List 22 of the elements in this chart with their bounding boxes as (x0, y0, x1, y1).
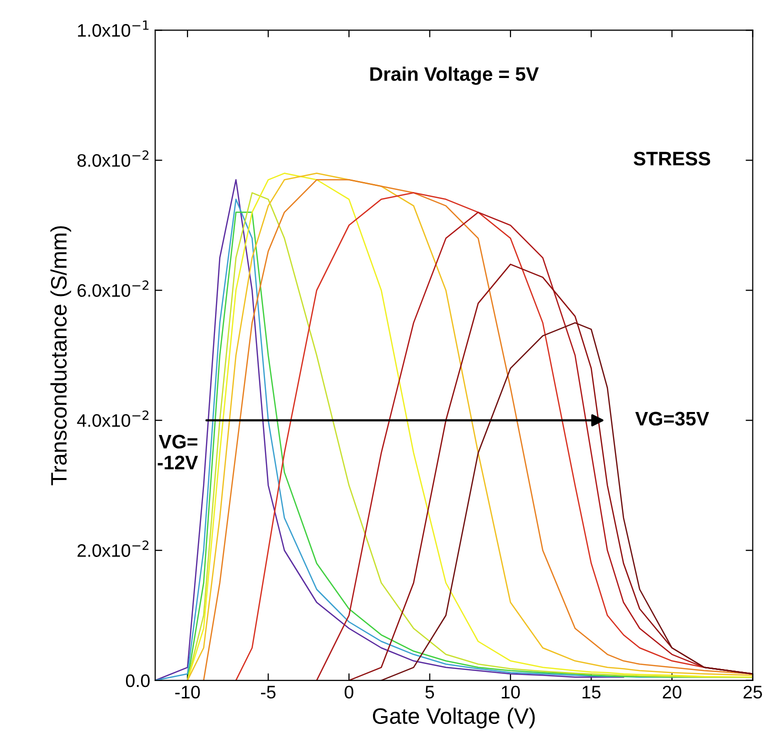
x-tick-label: -10 (175, 686, 200, 699)
y-tick-label: 2.0x10$^{−2}$ (78, 540, 148, 557)
x-tick-label: 0 (344, 686, 354, 699)
y-tick-label: 4.0x10$^{−2}$ (77, 410, 148, 427)
x-tick-label: 15 (582, 686, 601, 699)
x-tick-label: 10 (502, 686, 520, 699)
x-tick-label: 5 (425, 686, 434, 699)
x-tick-label: -5 (261, 686, 276, 699)
x-tick-label: 25 (744, 686, 762, 699)
y-axis-title: Transconductance (S/mm) (50, 226, 72, 486)
annotation: STRESS (634, 152, 710, 166)
y-tick-label: 0.0 (126, 674, 150, 688)
x-axis-title: Gate Voltage (V) (372, 708, 535, 728)
line-series (155, 179, 624, 680)
annotation: VG= -12V (158, 434, 198, 470)
line-series (380, 322, 753, 680)
annotation: Drain Voltage = 5V (370, 66, 539, 85)
x-tick-label: 20 (662, 686, 682, 699)
y-tick-label: 8.0x10$^{−2}$ (77, 150, 148, 167)
y-tick-label: 6.0x10$^{−2}$ (78, 280, 148, 297)
annotation: VG=35V (635, 412, 710, 426)
y-tick-label: 1.0x10$^{−1}$ (78, 20, 149, 37)
